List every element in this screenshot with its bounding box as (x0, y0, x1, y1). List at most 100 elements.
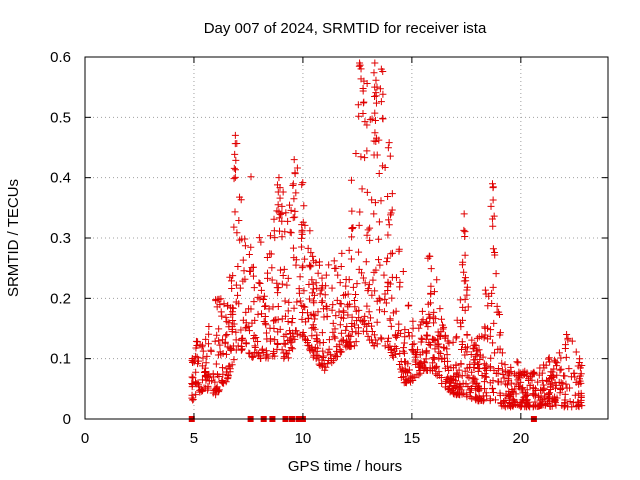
data-point (513, 399, 521, 407)
data-point (493, 302, 501, 310)
data-point (491, 248, 499, 256)
data-point (255, 234, 263, 242)
data-point (546, 402, 554, 410)
data-point (435, 354, 443, 362)
data-point (381, 164, 389, 172)
data-point (229, 304, 237, 312)
data-point (216, 348, 224, 356)
data-point (379, 114, 387, 122)
data-point (297, 243, 305, 251)
data-point (539, 396, 547, 404)
data-point (334, 271, 342, 279)
data-point (460, 226, 468, 234)
data-point (308, 343, 316, 351)
data-point (561, 402, 569, 410)
data-point (372, 99, 380, 107)
data-point (471, 375, 479, 383)
data-point (572, 378, 580, 386)
data-point (268, 264, 276, 272)
data-point (381, 295, 389, 303)
data-point (332, 264, 340, 272)
data-point (192, 368, 200, 376)
data-point (388, 294, 396, 302)
data-point (276, 325, 284, 333)
data-point (464, 343, 472, 351)
data-point (318, 299, 326, 307)
data-point (488, 384, 496, 392)
data-point (447, 379, 455, 387)
data-point (274, 201, 282, 209)
data-point (564, 334, 572, 342)
data-point (336, 321, 344, 329)
data-point (471, 341, 479, 349)
data-point (232, 328, 240, 336)
data-point (507, 368, 515, 376)
data-point (480, 378, 488, 386)
data-point (276, 266, 284, 274)
data-point (251, 342, 259, 350)
data-point (400, 344, 408, 352)
data-point (481, 370, 489, 378)
data-point (291, 169, 299, 177)
data-point (241, 324, 249, 332)
data-point (313, 338, 321, 346)
data-point (368, 291, 376, 299)
data-point (490, 212, 498, 220)
data-point (330, 333, 338, 341)
data-point (489, 339, 497, 347)
data-point (308, 324, 316, 332)
data-point (195, 357, 203, 365)
data-point (311, 312, 319, 320)
data-point (371, 199, 379, 207)
data-point (484, 302, 492, 310)
data-point (489, 377, 497, 385)
data-point (559, 380, 567, 388)
y-tick-label: 0.5 (50, 109, 71, 126)
data-point (281, 297, 289, 305)
data-point (189, 374, 197, 382)
data-point (387, 322, 395, 330)
data-point (384, 144, 392, 152)
data-point (262, 329, 270, 337)
data-points (188, 59, 586, 411)
data-point (232, 156, 240, 164)
data-point (280, 349, 288, 357)
data-point (299, 308, 307, 316)
data-point (263, 254, 271, 262)
data-point (488, 300, 496, 308)
data-point (213, 303, 221, 311)
data-point (411, 350, 419, 358)
data-point (284, 217, 292, 225)
data-point (529, 403, 537, 411)
data-point (448, 376, 456, 384)
data-point (381, 342, 389, 350)
data-point (407, 378, 415, 386)
data-point (196, 341, 204, 349)
data-point (482, 373, 490, 381)
data-point (388, 351, 396, 359)
data-point (325, 345, 333, 353)
data-point (314, 344, 322, 352)
data-point (464, 382, 472, 390)
data-point (427, 299, 435, 307)
data-point (469, 379, 477, 387)
data-point (358, 185, 366, 193)
data-point (502, 392, 510, 400)
data-point (338, 249, 346, 257)
data-point (194, 379, 202, 387)
data-point (430, 288, 438, 296)
data-point (357, 316, 365, 324)
data-point (472, 342, 480, 350)
data-point (239, 277, 247, 285)
data-point (237, 346, 245, 354)
data-point (347, 255, 355, 263)
data-point (280, 265, 288, 273)
data-point (322, 282, 330, 290)
data-point (384, 337, 392, 345)
data-point (373, 83, 381, 91)
data-point (379, 68, 387, 76)
data-point (363, 121, 371, 129)
data-point (344, 290, 352, 298)
data-point (247, 243, 255, 251)
data-point (487, 354, 495, 362)
